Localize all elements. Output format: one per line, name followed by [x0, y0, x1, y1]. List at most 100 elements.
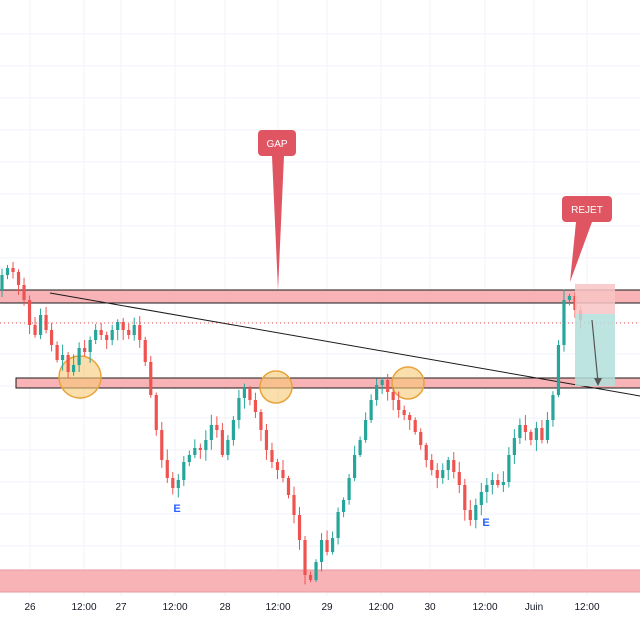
- candle-up: [204, 440, 208, 450]
- candle-up: [512, 438, 516, 455]
- candle-down: [573, 296, 577, 310]
- candle-down: [292, 495, 296, 515]
- candle-up: [77, 348, 81, 365]
- candle-up: [380, 380, 384, 385]
- candle-up: [534, 428, 539, 440]
- candle-up: [490, 480, 494, 485]
- x-tick-label: 28: [219, 602, 231, 613]
- short-position-arrowhead: [594, 378, 602, 386]
- candle-down: [413, 420, 417, 432]
- candle-up: [364, 420, 368, 440]
- candle-up: [485, 485, 489, 492]
- gap-callout[interactable]: GAP: [258, 130, 296, 290]
- x-tick-label: 12:00: [71, 602, 96, 613]
- candle-up: [341, 500, 346, 512]
- trend-line[interactable]: [49, 292, 640, 397]
- e-marker-1: E: [173, 503, 180, 515]
- candle-up: [314, 562, 318, 580]
- candle-down: [308, 575, 313, 580]
- candle-down: [325, 540, 329, 552]
- candle-down: [55, 345, 59, 360]
- candle-down: [253, 400, 258, 412]
- x-tick-label: 27: [115, 602, 127, 613]
- rejet-callout-label: REJET: [571, 205, 603, 216]
- candle-up: [567, 296, 572, 300]
- candle-down: [281, 470, 285, 478]
- candle-up: [94, 330, 98, 340]
- gap-callout-box: [258, 130, 296, 156]
- candle-down: [463, 485, 467, 510]
- candle-up: [61, 355, 65, 360]
- candle-up: [518, 425, 522, 438]
- candle-down: [16, 272, 21, 285]
- candle-down: [11, 268, 15, 272]
- x-axis: 26 12:00 27 12:00 28 12:00 29 12:00 30 12:00 Juin 1…: [24, 602, 600, 613]
- x-tick-label: 12:00: [574, 602, 599, 613]
- candle-up: [319, 540, 324, 562]
- candle-up: [358, 440, 362, 455]
- x-tick-label: 12:00: [472, 602, 497, 613]
- candle-up: [446, 460, 450, 470]
- candle-up: [0, 275, 4, 290]
- candle-down: [468, 510, 472, 520]
- candle-down: [430, 460, 434, 470]
- gap-callout-label: GAP: [266, 139, 287, 150]
- candle-down: [44, 315, 48, 330]
- candle-up: [38, 315, 43, 335]
- candle-down: [391, 392, 395, 400]
- candle-down: [270, 450, 274, 462]
- candle-down: [452, 460, 456, 472]
- candle-up: [562, 300, 566, 345]
- candle-down: [165, 460, 169, 478]
- rejet-callout[interactable]: REJET: [562, 196, 612, 282]
- candlesticks: [0, 262, 583, 585]
- candle-down: [386, 380, 390, 392]
- short-position-risk[interactable]: [575, 284, 615, 314]
- candle-down: [408, 415, 412, 420]
- candle-up: [231, 420, 235, 440]
- touch-circle-2: [259, 370, 293, 404]
- candle-up: [193, 448, 197, 455]
- candle-up: [375, 385, 379, 400]
- candle-down: [496, 480, 500, 485]
- gap-callout-pointer: [272, 156, 284, 290]
- candle-down: [171, 478, 175, 488]
- candle-down: [457, 472, 461, 485]
- candle-up: [110, 330, 114, 340]
- candle-up: [556, 345, 561, 395]
- candle-up: [237, 398, 241, 420]
- candle-down: [220, 430, 224, 455]
- candle-down: [540, 428, 544, 440]
- candle-up: [182, 462, 186, 480]
- x-tick-label: 29: [321, 602, 333, 613]
- lower-zone: [0, 569, 640, 593]
- short-position-arrow: [591, 319, 599, 383]
- candle-down: [121, 322, 125, 330]
- candle-down: [33, 325, 37, 335]
- candle-down: [297, 515, 302, 540]
- x-tick-label: Juin: [525, 602, 543, 613]
- support-zone: [15, 377, 640, 389]
- candle-up: [330, 538, 335, 552]
- x-tick-label: 12:00: [368, 602, 393, 613]
- candle-up: [72, 365, 76, 372]
- candle-up: [545, 420, 550, 440]
- candle-down: [419, 432, 423, 445]
- candle-down: [49, 330, 54, 345]
- x-tick-label: 26: [24, 602, 36, 613]
- candle-up: [347, 478, 351, 500]
- candle-down: [303, 540, 307, 575]
- candle-up: [507, 455, 511, 482]
- x-tick-label: 12:00: [162, 602, 187, 613]
- candle-up: [479, 492, 483, 505]
- e-marker-2: E: [482, 517, 489, 529]
- rejet-callout-pointer: [570, 222, 592, 282]
- candle-up: [441, 470, 445, 478]
- candle-down: [127, 330, 131, 335]
- candle-down: [83, 348, 87, 352]
- candle-down: [27, 300, 32, 325]
- candle-up: [209, 425, 213, 440]
